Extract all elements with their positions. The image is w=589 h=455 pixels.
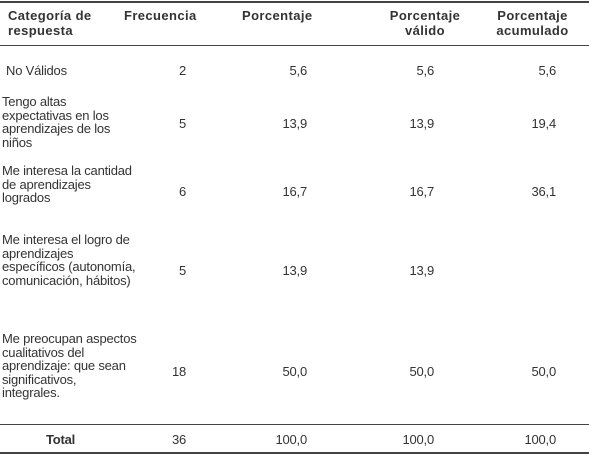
bottom-rule (0, 452, 589, 454)
row-4-porcentaje-valido: 13,9 (409, 263, 434, 278)
row-1-categoria: No Válidos (6, 63, 67, 78)
header-categoria: Categoría de respuesta (8, 8, 92, 38)
row-5-porcentaje-acumulado: 50,0 (531, 364, 556, 379)
header-porcentaje: Porcentaje (242, 8, 313, 23)
row-3-porcentaje-valido: 16,7 (409, 184, 434, 199)
row-3-categoria: Me interesa la cantidad de aprendizajes … (2, 163, 132, 205)
row-4-porcentaje: 13,9 (282, 263, 307, 278)
row-1-porcentaje-acumulado: 5,6 (538, 63, 557, 78)
header-rule (0, 45, 589, 46)
row-5-porcentaje: 50,0 (282, 364, 307, 379)
row-2-categoria: Tengo altas expectativas en los aprendiz… (2, 94, 111, 150)
row-1-porcentaje: 5,6 (289, 63, 308, 78)
row-5-porcentaje-valido: 50,0 (409, 364, 434, 379)
row-1-frecuencia: 2 (178, 63, 186, 78)
row-3-frecuencia: 6 (178, 184, 186, 199)
row-5-categoria: Me preocupan aspectos cualitativos del a… (2, 331, 137, 400)
row-4-frecuencia: 5 (178, 263, 186, 278)
header-porcentaje-valido: Porcentaje válido (389, 8, 461, 38)
row-3-porcentaje: 16,7 (282, 184, 307, 199)
row-4-categoria: Me interesa el logro de aprendizajes esp… (2, 232, 136, 288)
total-rule (0, 424, 589, 425)
row-3-porcentaje-acumulado: 36,1 (531, 184, 556, 199)
row-2-frecuencia: 5 (178, 116, 186, 131)
total-porcentaje-valido: 100,0 (402, 432, 434, 447)
header-frecuencia: Frecuencia (124, 8, 197, 23)
total-porcentaje-acumulado: 100,0 (524, 432, 556, 447)
total-frecuencia: 36 (171, 432, 186, 447)
header-porcentaje-acumulado: Porcentaje acumulado (496, 8, 569, 38)
row-2-porcentaje-acumulado: 19,4 (531, 116, 556, 131)
row-2-porcentaje: 13,9 (282, 116, 307, 131)
row-1-porcentaje-valido: 5,6 (416, 63, 435, 78)
row-2-porcentaje-valido: 13,9 (409, 116, 434, 131)
total-porcentaje: 100,0 (275, 432, 307, 447)
row-5-frecuencia: 18 (171, 364, 186, 379)
total-label: Total (46, 432, 76, 447)
top-rule (0, 1, 589, 3)
